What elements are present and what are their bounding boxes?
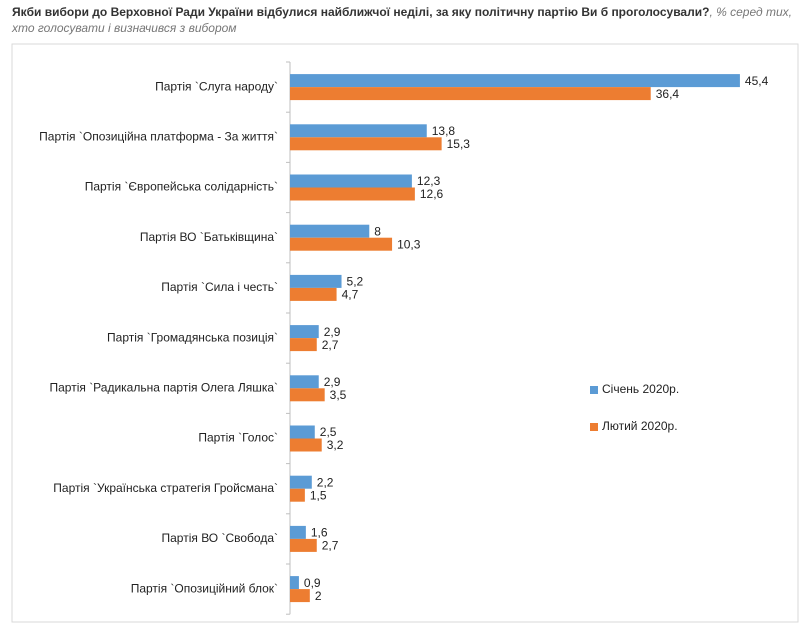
category-label: Партія ВО `Свобода`: [161, 531, 278, 545]
category-label: Партія `Громадянська позиція`: [107, 330, 278, 344]
legend-swatch: [590, 423, 598, 431]
value-label: 12,3: [417, 174, 441, 188]
value-label: 2,9: [324, 325, 341, 339]
value-label: 13,8: [432, 124, 456, 138]
value-label: 3,2: [327, 438, 344, 452]
value-label: 8: [374, 224, 381, 238]
bar: [290, 388, 325, 402]
value-label: 15,3: [447, 137, 471, 151]
category-label: Партія `Європейська солідарність`: [85, 180, 278, 194]
value-label: 3,5: [330, 388, 347, 402]
category-label: Партія `Сила і честь`: [161, 280, 278, 294]
bar: [290, 74, 740, 88]
bar: [290, 274, 342, 288]
legend-label: Лютий 2020р.: [602, 419, 678, 433]
bar: [290, 589, 310, 603]
bar: [290, 174, 412, 188]
value-label: 2,7: [322, 539, 339, 553]
legend-label: Січень 2020р.: [602, 382, 679, 396]
value-label: 4,7: [342, 288, 359, 302]
category-label: Партія `Слуга народу`: [155, 79, 278, 93]
value-label: 36,4: [656, 87, 680, 101]
bar: [290, 325, 319, 339]
bar: [290, 525, 306, 539]
category-label: Партія ВО `Батьківщина`: [140, 230, 278, 244]
bar: [290, 576, 299, 590]
value-label: 5,2: [347, 275, 364, 289]
legend-swatch: [590, 386, 598, 394]
value-label: 2,7: [322, 338, 339, 352]
bar: [290, 425, 315, 439]
value-label: 12,6: [420, 187, 444, 201]
bar: [290, 488, 305, 502]
bar: [290, 287, 337, 301]
value-label: 1,6: [311, 526, 328, 540]
bar: [290, 538, 317, 552]
bar: [290, 187, 415, 201]
bar: [290, 438, 322, 452]
bar: [290, 124, 427, 138]
value-label: 1,5: [310, 488, 327, 502]
bar: [290, 137, 442, 151]
value-label: 2: [315, 589, 322, 603]
value-label: 0,9: [304, 576, 321, 590]
category-label: Партія `Опозиційний блок`: [131, 581, 278, 595]
header: Якби вибори до Верховної Ради України ві…: [12, 4, 797, 36]
bar: [290, 87, 651, 101]
category-label: Партія `Радикальна партія Олега Ляшка`: [49, 380, 278, 394]
chart-title: Якби вибори до Верховної Ради України ві…: [12, 5, 710, 19]
bar: [290, 237, 393, 251]
bar: [290, 338, 317, 352]
bar: [290, 375, 319, 389]
value-label: 10,3: [397, 237, 421, 251]
category-label: Партія `Голос`: [198, 431, 278, 445]
value-label: 45,4: [745, 74, 769, 88]
category-label: Партія `Українська стратегія Гройсмана`: [53, 481, 278, 495]
bar: [290, 475, 312, 489]
value-label: 2,2: [317, 475, 334, 489]
chart-subtitle: , % серед тих, хто голосувати і визначив…: [12, 5, 792, 35]
chart-frame: [11, 43, 799, 623]
value-label: 2,5: [320, 425, 337, 439]
value-label: 2,9: [324, 375, 341, 389]
bar: [290, 224, 370, 238]
category-label: Партія `Опозиційна платформа - За життя`: [39, 129, 278, 143]
